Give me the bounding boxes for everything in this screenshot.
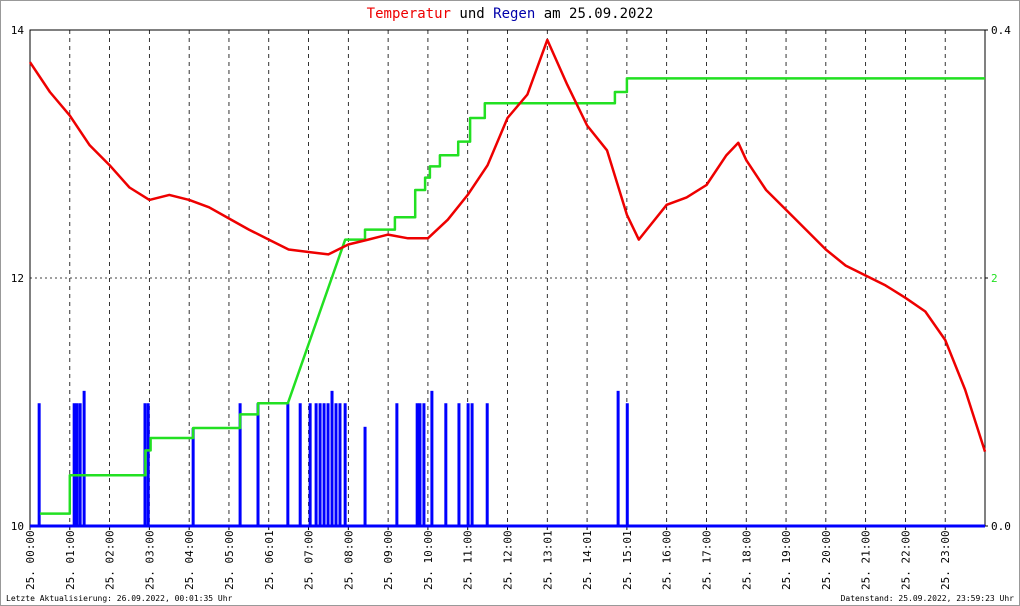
x-tick-label: 25. 12:00 <box>502 530 515 590</box>
x-tick-label: 25. 18:00 <box>740 530 753 590</box>
rain-bar <box>334 403 338 526</box>
chart-title: Temperatur und Regen am 25.09.2022 <box>367 6 654 22</box>
x-tick-label: 25. 22:00 <box>899 530 912 590</box>
y2-tick-label: 0.4 <box>991 24 1011 37</box>
rain-bar <box>470 403 474 526</box>
rain-bar <box>75 403 79 526</box>
y-tick-label: 10 <box>11 520 24 533</box>
footer-right: Datenstand: 25.09.2022, 23:59:23 Uhr <box>841 594 1015 603</box>
y2-tick-label: 2 <box>991 272 998 285</box>
rain-bar <box>625 403 629 526</box>
x-tick-label: 25. 05:00 <box>223 530 236 590</box>
rain-bar <box>326 403 330 526</box>
x-tick-label: 25. 13:01 <box>541 530 554 590</box>
x-tick-label: 25. 10:00 <box>422 530 435 590</box>
rain-bar <box>444 403 448 526</box>
rain-bar <box>485 403 489 526</box>
rain-bar <box>256 403 260 526</box>
rain-bar <box>286 403 290 526</box>
x-tick-label: 25. 20:00 <box>820 530 833 590</box>
rain-bar <box>338 403 342 526</box>
rain-bar <box>72 403 76 526</box>
title-date: am 25.09.2022 <box>544 6 654 22</box>
title-rain: Regen <box>493 6 535 22</box>
title-und: und <box>459 6 484 22</box>
rain-bar <box>146 403 150 526</box>
x-tick-label: 25. 07:00 <box>303 530 316 590</box>
x-tick-label: 25. 02:00 <box>104 530 117 590</box>
x-tick-label: 25. 21:00 <box>860 530 873 590</box>
footer-left: Letzte Aktualisierung: 26.09.2022, 00:01… <box>6 594 233 603</box>
series-line <box>28 38 987 452</box>
x-tick-label: 25. 14:01 <box>581 530 594 590</box>
series-line <box>39 77 985 515</box>
rain-bar <box>466 403 470 526</box>
rain-bar <box>314 403 318 526</box>
rain-bar <box>395 403 399 526</box>
title-temperature: Temperatur <box>367 6 451 22</box>
rain-bar <box>343 403 347 526</box>
y2-tick-label: 0.0 <box>991 520 1011 533</box>
x-tick-label: 25. 00:00 <box>24 530 37 590</box>
rain-bar <box>322 403 326 526</box>
rain-bar <box>78 403 82 526</box>
rain-bar <box>430 390 434 526</box>
rain-bar <box>82 390 86 526</box>
y-tick-label: 12 <box>11 272 24 285</box>
rain-bar <box>191 428 195 526</box>
x-tick-label: 25. 08:00 <box>342 530 355 590</box>
x-tick-label: 25. 06:01 <box>263 530 276 590</box>
y-tick-label: 14 <box>11 24 25 37</box>
x-tick-label: 25. 19:00 <box>780 530 793 590</box>
x-tick-label: 25. 03:00 <box>143 530 156 590</box>
x-tick-label: 25. 01:00 <box>64 530 77 590</box>
rain-bar <box>37 403 41 526</box>
rain-bar <box>422 403 426 526</box>
x-tick-label: 25. 11:00 <box>462 530 475 590</box>
rain-bar <box>457 403 461 526</box>
rain-bar <box>318 403 322 526</box>
x-tick-label: 25. 16:00 <box>661 530 674 590</box>
x-tick-label: 25. 17:00 <box>700 530 713 590</box>
rain-bar <box>330 390 334 526</box>
rain-bar <box>298 403 302 526</box>
rain-bar <box>418 403 422 526</box>
rain-bar <box>616 390 620 526</box>
x-tick-label: 25. 09:00 <box>382 530 395 590</box>
x-tick-label: 25. 23:00 <box>939 530 952 590</box>
x-tick-label: 25. 15:01 <box>621 530 634 590</box>
rain-bar <box>238 403 242 526</box>
rain-bar <box>363 426 367 526</box>
x-tick-label: 25. 04:00 <box>183 530 196 590</box>
rain-bar <box>308 403 312 526</box>
rain-bar <box>415 403 419 526</box>
